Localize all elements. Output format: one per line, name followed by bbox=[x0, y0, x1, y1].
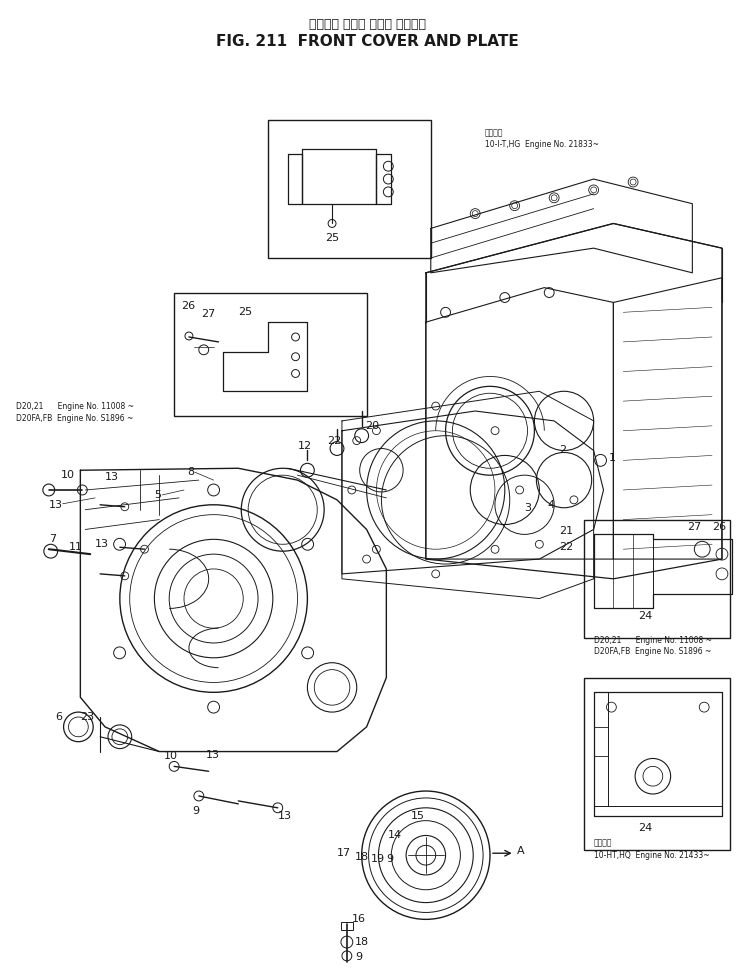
Text: 4: 4 bbox=[548, 500, 554, 510]
Text: 15: 15 bbox=[411, 811, 425, 821]
Bar bbox=[341, 922, 352, 930]
Text: 24: 24 bbox=[638, 612, 652, 621]
Text: 20: 20 bbox=[364, 421, 378, 431]
Text: D20FA,FB  Engine No. S1896 ~: D20FA,FB Engine No. S1896 ~ bbox=[594, 648, 711, 657]
Text: 1: 1 bbox=[608, 453, 615, 463]
Bar bbox=[584, 677, 730, 850]
Text: 14: 14 bbox=[388, 830, 402, 840]
Text: 22: 22 bbox=[559, 542, 574, 552]
Text: 27: 27 bbox=[687, 523, 702, 532]
Text: 12: 12 bbox=[298, 441, 312, 450]
Text: 21: 21 bbox=[559, 527, 574, 536]
Text: 8: 8 bbox=[187, 467, 194, 477]
Text: フロント カバー および プレート: フロント カバー および プレート bbox=[309, 18, 426, 30]
Text: D20,21      Engine No. 11008 ~: D20,21 Engine No. 11008 ~ bbox=[594, 635, 712, 645]
Text: 24: 24 bbox=[638, 823, 652, 832]
Text: 6: 6 bbox=[56, 712, 62, 722]
Text: 26: 26 bbox=[712, 523, 726, 532]
Text: 27: 27 bbox=[201, 310, 215, 319]
Text: 9: 9 bbox=[387, 854, 393, 864]
Text: 16: 16 bbox=[352, 914, 366, 924]
Text: FIG. 211  FRONT COVER AND PLATE: FIG. 211 FRONT COVER AND PLATE bbox=[216, 34, 519, 50]
Text: 23: 23 bbox=[80, 712, 94, 722]
Text: 13: 13 bbox=[95, 539, 109, 549]
Text: 10-I-T,HG  Engine No. 21833~: 10-I-T,HG Engine No. 21833~ bbox=[485, 140, 599, 149]
Text: 5: 5 bbox=[154, 489, 162, 500]
Text: 13: 13 bbox=[49, 500, 63, 510]
Text: A: A bbox=[516, 846, 525, 856]
Text: 7: 7 bbox=[49, 534, 56, 544]
Text: 19: 19 bbox=[370, 854, 384, 864]
Text: 13: 13 bbox=[206, 749, 220, 759]
Text: 25: 25 bbox=[238, 308, 252, 318]
Bar bbox=[268, 120, 431, 258]
Text: 26: 26 bbox=[181, 301, 195, 312]
Text: D20FA,FB  Engine No. S1896 ~: D20FA,FB Engine No. S1896 ~ bbox=[16, 414, 134, 423]
Text: 13: 13 bbox=[278, 811, 292, 821]
Text: 9: 9 bbox=[355, 952, 362, 962]
Text: 25: 25 bbox=[325, 234, 339, 243]
Text: 13: 13 bbox=[105, 472, 119, 482]
Text: D20,21      Engine No. 11008 ~: D20,21 Engine No. 11008 ~ bbox=[16, 402, 134, 410]
Text: 10: 10 bbox=[164, 751, 178, 761]
Text: 使用先号: 使用先号 bbox=[485, 128, 504, 137]
Bar bbox=[174, 292, 367, 416]
Text: 使用先号: 使用先号 bbox=[594, 839, 612, 848]
Text: 11: 11 bbox=[68, 542, 82, 552]
Text: 18: 18 bbox=[355, 937, 369, 947]
Bar bbox=[584, 520, 730, 638]
Text: 2: 2 bbox=[559, 446, 566, 455]
Text: 18: 18 bbox=[355, 852, 369, 862]
Text: 22: 22 bbox=[327, 436, 341, 446]
Text: 3: 3 bbox=[525, 503, 531, 513]
Text: 10: 10 bbox=[61, 470, 75, 480]
Text: 17: 17 bbox=[337, 848, 351, 858]
Text: 9: 9 bbox=[192, 806, 199, 816]
Text: 10-HT,HQ  Engine No. 21433~: 10-HT,HQ Engine No. 21433~ bbox=[594, 851, 709, 860]
